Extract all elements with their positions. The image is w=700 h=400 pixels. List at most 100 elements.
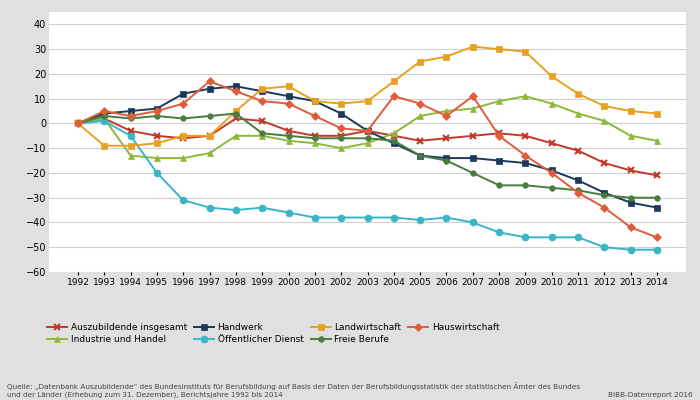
Öffentlicher Dienst: [258, 205, 267, 210]
Line: Freie Berufe: Freie Berufe: [75, 111, 660, 200]
Hauswirtschaft: [74, 121, 82, 126]
Öffentlicher Dienst: [363, 215, 372, 220]
Landwirtschaft: [311, 99, 319, 104]
Industrie und Handel: [600, 118, 608, 123]
Freie Berufe: [468, 170, 477, 175]
Freie Berufe: [232, 111, 240, 116]
Öffentlicher Dienst: [653, 247, 662, 252]
Industrie und Handel: [311, 141, 319, 146]
Handwerk: [205, 86, 214, 91]
Freie Berufe: [390, 138, 398, 143]
Hauswirtschaft: [522, 153, 530, 158]
Handwerk: [100, 111, 108, 116]
Öffentlicher Dienst: [179, 198, 188, 202]
Auszubildende insgesamt: [600, 161, 608, 166]
Industrie und Handel: [442, 109, 451, 114]
Öffentlicher Dienst: [127, 134, 135, 138]
Landwirtschaft: [468, 44, 477, 49]
Handwerk: [495, 158, 503, 163]
Öffentlicher Dienst: [495, 230, 503, 235]
Landwirtschaft: [179, 134, 188, 138]
Hauswirtschaft: [600, 205, 608, 210]
Handwerk: [416, 153, 424, 158]
Öffentlicher Dienst: [626, 247, 635, 252]
Industrie und Handel: [74, 121, 82, 126]
Hauswirtschaft: [127, 114, 135, 118]
Industrie und Handel: [153, 156, 161, 160]
Landwirtschaft: [547, 74, 556, 79]
Landwirtschaft: [390, 79, 398, 84]
Landwirtschaft: [284, 84, 293, 89]
Freie Berufe: [626, 195, 635, 200]
Landwirtschaft: [653, 111, 662, 116]
Line: Industrie und Handel: Industrie und Handel: [74, 93, 661, 162]
Auszubildende insgesamt: [522, 134, 530, 138]
Freie Berufe: [127, 116, 135, 121]
Landwirtschaft: [495, 47, 503, 52]
Auszubildende insgesamt: [258, 118, 267, 123]
Auszubildende insgesamt: [547, 141, 556, 146]
Freie Berufe: [258, 131, 267, 136]
Handwerk: [337, 111, 345, 116]
Öffentlicher Dienst: [522, 235, 530, 240]
Auszubildende insgesamt: [337, 134, 345, 138]
Industrie und Handel: [363, 141, 372, 146]
Landwirtschaft: [127, 143, 135, 148]
Industrie und Handel: [127, 153, 135, 158]
Öffentlicher Dienst: [390, 215, 398, 220]
Auszubildende insgesamt: [100, 116, 108, 121]
Landwirtschaft: [416, 59, 424, 64]
Handwerk: [468, 156, 477, 160]
Öffentlicher Dienst: [337, 215, 345, 220]
Hauswirtschaft: [416, 101, 424, 106]
Hauswirtschaft: [574, 190, 582, 195]
Hauswirtschaft: [547, 170, 556, 175]
Handwerk: [179, 91, 188, 96]
Hauswirtschaft: [232, 89, 240, 94]
Freie Berufe: [205, 114, 214, 118]
Line: Auszubildende insgesamt: Auszubildende insgesamt: [74, 115, 661, 179]
Öffentlicher Dienst: [547, 235, 556, 240]
Öffentlicher Dienst: [600, 245, 608, 250]
Line: Handwerk: Handwerk: [74, 83, 661, 211]
Handwerk: [390, 141, 398, 146]
Hauswirtschaft: [179, 101, 188, 106]
Auszubildende insgesamt: [284, 128, 293, 133]
Industrie und Handel: [205, 151, 214, 156]
Industrie und Handel: [574, 111, 582, 116]
Industrie und Handel: [495, 99, 503, 104]
Auszubildende insgesamt: [311, 134, 319, 138]
Hauswirtschaft: [100, 109, 108, 114]
Freie Berufe: [442, 158, 451, 163]
Öffentlicher Dienst: [100, 118, 108, 123]
Auszubildende insgesamt: [363, 128, 372, 133]
Industrie und Handel: [100, 116, 108, 121]
Text: BIBB-Datenreport 2016: BIBB-Datenreport 2016: [608, 392, 693, 398]
Freie Berufe: [179, 116, 188, 121]
Landwirtschaft: [574, 91, 582, 96]
Auszubildende insgesamt: [179, 136, 188, 141]
Handwerk: [522, 161, 530, 166]
Landwirtschaft: [74, 121, 82, 126]
Handwerk: [232, 84, 240, 89]
Auszubildende insgesamt: [390, 134, 398, 138]
Text: Quelle: „Datenbank Auszubildende“ des Bundesinstituts für Berufsbildung auf Basi: Quelle: „Datenbank Auszubildende“ des Bu…: [7, 383, 580, 398]
Industrie und Handel: [232, 134, 240, 138]
Freie Berufe: [574, 188, 582, 193]
Freie Berufe: [416, 153, 424, 158]
Industrie und Handel: [337, 146, 345, 150]
Line: Öffentlicher Dienst: Öffentlicher Dienst: [74, 118, 661, 253]
Auszubildende insgesamt: [153, 134, 161, 138]
Freie Berufe: [337, 136, 345, 141]
Industrie und Handel: [416, 114, 424, 118]
Öffentlicher Dienst: [416, 218, 424, 222]
Auszubildende insgesamt: [74, 121, 82, 126]
Handwerk: [547, 168, 556, 173]
Industrie und Handel: [653, 138, 662, 143]
Line: Landwirtschaft: Landwirtschaft: [74, 43, 661, 149]
Freie Berufe: [153, 114, 161, 118]
Handwerk: [653, 205, 662, 210]
Auszubildende insgesamt: [468, 134, 477, 138]
Handwerk: [74, 121, 82, 126]
Auszubildende insgesamt: [127, 128, 135, 133]
